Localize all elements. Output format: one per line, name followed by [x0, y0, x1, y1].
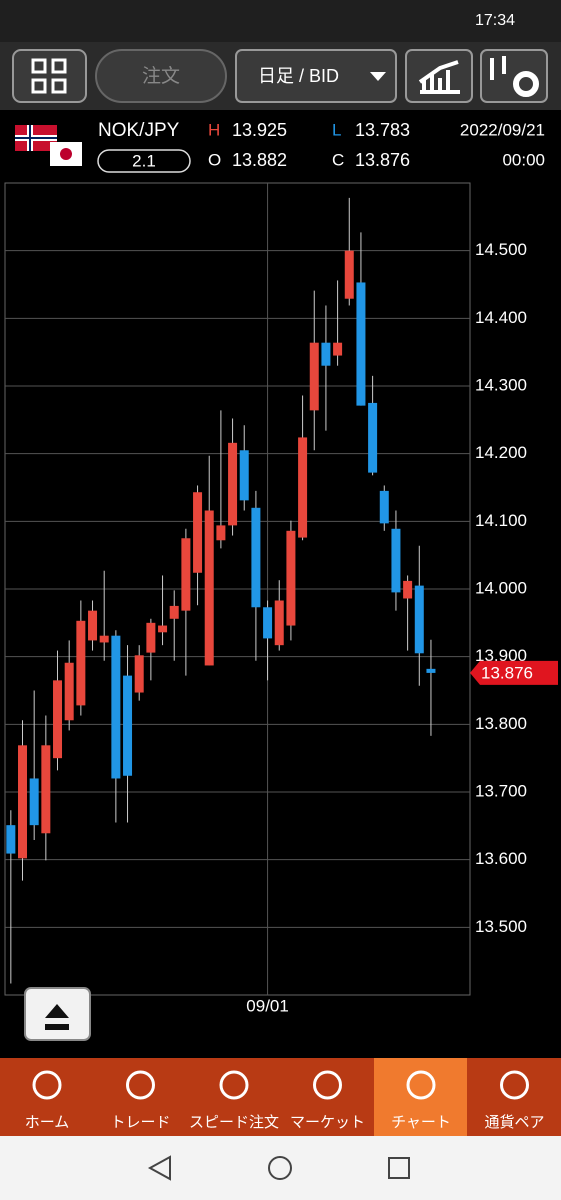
- order-label: 注文: [142, 65, 180, 87]
- chart-icon: [418, 60, 460, 94]
- candle-body: [403, 580, 413, 599]
- candle-body: [6, 825, 16, 854]
- candle-body: [298, 437, 308, 538]
- price-tag-label: 13.876: [481, 663, 533, 682]
- candle-body: [239, 450, 249, 501]
- timeframe-label: 日足 / BID: [258, 66, 339, 86]
- candle-body: [379, 490, 389, 524]
- candle-body: [169, 605, 179, 619]
- nav-label[interactable]: ホーム: [25, 1114, 70, 1131]
- home-button[interactable]: [268, 1156, 292, 1180]
- gear-icon: [513, 71, 539, 97]
- spread: 2.1: [132, 151, 156, 170]
- nav-label[interactable]: スピード注文: [189, 1114, 279, 1131]
- candle-body: [414, 585, 424, 654]
- candle-body: [18, 745, 28, 859]
- candle-body: [356, 282, 366, 406]
- order-button[interactable]: [95, 49, 227, 103]
- x-tick-label: 09/01: [246, 996, 289, 1015]
- y-tick-label: 13.500: [475, 917, 527, 936]
- settings-button[interactable]: [480, 49, 548, 103]
- system-nav: [0, 1136, 561, 1200]
- high-label: H: [208, 120, 220, 139]
- nav-label[interactable]: 通貨ペア: [484, 1114, 544, 1131]
- y-tick-label: 13.900: [475, 646, 527, 665]
- close-label: C: [332, 150, 344, 169]
- candle-body: [193, 492, 203, 573]
- timeframe-select[interactable]: [235, 49, 397, 103]
- nav-icon: [406, 1070, 436, 1100]
- candle-body: [309, 342, 319, 411]
- candle-body: [286, 530, 296, 626]
- candle-body: [53, 680, 63, 759]
- candle-body: [111, 635, 121, 779]
- candle-body: [146, 622, 156, 653]
- candle-body: [64, 662, 74, 721]
- candle-body: [41, 745, 51, 834]
- back-button[interactable]: [147, 1155, 171, 1181]
- nav-icon: [126, 1070, 155, 1100]
- candle-body: [99, 635, 109, 643]
- close: 13.876: [355, 150, 410, 170]
- candle-body: [29, 778, 39, 826]
- open: 13.882: [232, 150, 287, 170]
- nav-label[interactable]: トレード: [110, 1114, 170, 1131]
- candle-body: [88, 610, 98, 641]
- y-tick-label: 14.100: [475, 511, 527, 530]
- grid-icon: [31, 58, 67, 94]
- nav-label[interactable]: マーケット: [290, 1114, 365, 1131]
- candle-body: [344, 250, 354, 299]
- status-time: 17:34: [475, 12, 515, 29]
- candle-body: [333, 342, 343, 356]
- candle-body: [181, 538, 191, 611]
- status-bar: [0, 0, 561, 42]
- high: 13.925: [232, 120, 287, 140]
- chart-type-button[interactable]: [405, 49, 473, 103]
- candle-body: [274, 600, 284, 646]
- dropdown-arrow: [370, 72, 386, 81]
- y-tick-label: 13.600: [475, 849, 527, 868]
- y-tick-label: 14.300: [475, 375, 527, 394]
- menu-button[interactable]: [12, 49, 87, 103]
- time: 00:00: [502, 150, 545, 169]
- low-label: L: [332, 120, 341, 139]
- candle-body: [216, 525, 226, 541]
- y-tick-label: 14.400: [475, 308, 527, 327]
- open-label: O: [208, 150, 221, 169]
- nav-icon: [313, 1070, 342, 1100]
- low: 13.783: [355, 120, 410, 140]
- y-tick-label: 14.500: [475, 240, 527, 259]
- y-tick-label: 14.200: [475, 443, 527, 462]
- candle-body: [321, 342, 331, 366]
- nav-icon: [219, 1070, 249, 1100]
- y-tick-label: 14.000: [475, 578, 527, 597]
- candle-body: [263, 607, 273, 639]
- candle-body: [251, 507, 261, 608]
- candle-body: [134, 655, 144, 693]
- candle-icon: [490, 56, 506, 80]
- candle-body: [123, 675, 133, 776]
- nav-icon: [32, 1070, 62, 1100]
- y-tick-label: 13.800: [475, 714, 527, 733]
- recents-button[interactable]: [388, 1157, 410, 1179]
- nav-label[interactable]: チャート: [391, 1114, 451, 1131]
- eject-icon: [45, 1004, 69, 1030]
- date: 2022/09/21: [460, 120, 545, 139]
- bottom-nav: [0, 1058, 561, 1136]
- candle-body: [158, 625, 168, 633]
- nav-icon: [500, 1070, 529, 1100]
- candle-body: [391, 528, 401, 593]
- pair: NOK/JPY: [98, 120, 180, 141]
- price-tag: [470, 660, 558, 685]
- candle-body: [426, 668, 436, 673]
- spread-box: [97, 149, 191, 173]
- flags: [15, 125, 82, 166]
- candle-body: [204, 510, 214, 666]
- candle-body: [368, 402, 378, 473]
- y-tick-label: 13.700: [475, 781, 527, 800]
- candle-body: [76, 620, 86, 706]
- candle-body: [228, 442, 238, 526]
